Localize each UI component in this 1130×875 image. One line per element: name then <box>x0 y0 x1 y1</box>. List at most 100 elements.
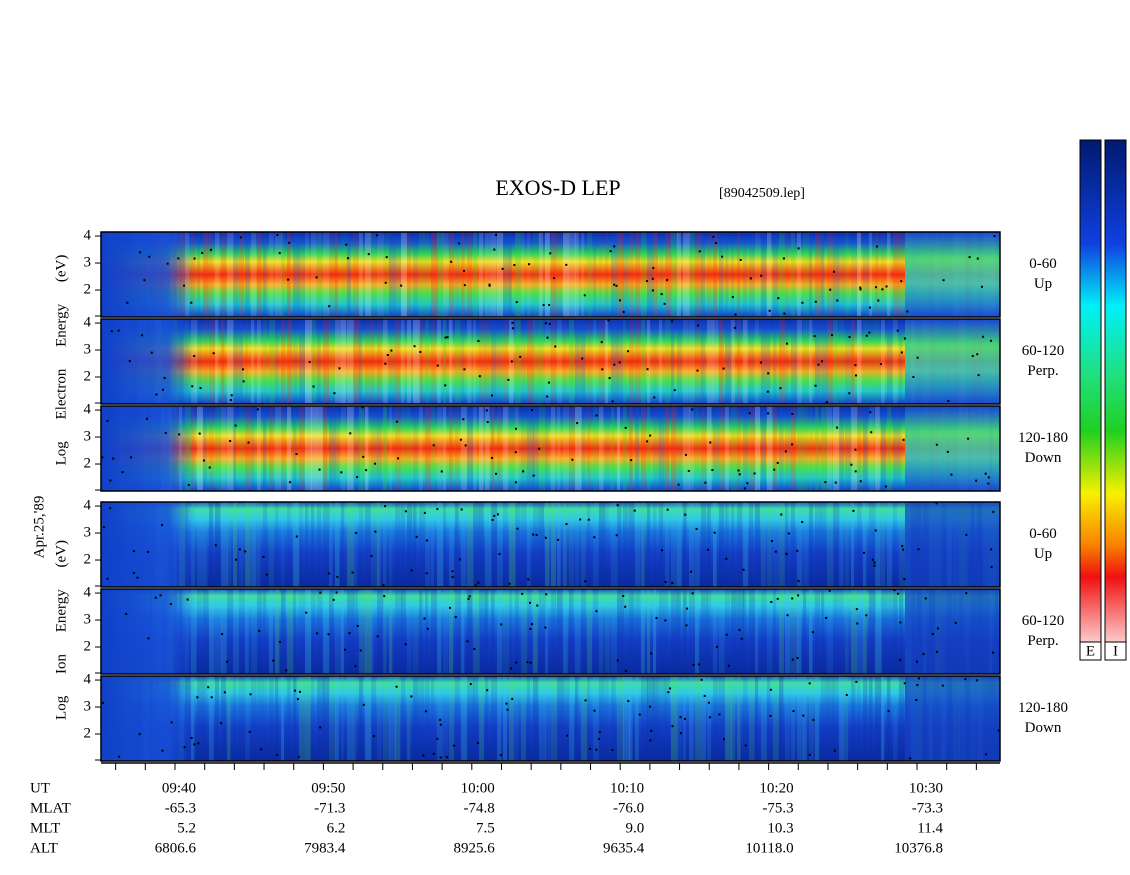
spectrogram-texture <box>425 589 429 674</box>
noise <box>516 527 519 530</box>
noise <box>249 693 252 696</box>
spectrogram-texture <box>659 502 664 587</box>
noise <box>529 661 532 664</box>
spectrogram-texture <box>599 319 605 404</box>
spectrogram-texture <box>275 676 279 761</box>
noise <box>686 607 689 610</box>
noise <box>916 684 919 687</box>
spectrogram-texture <box>839 232 846 317</box>
noise <box>977 374 980 377</box>
noise <box>139 251 142 254</box>
colorbar-label: I <box>1113 643 1118 659</box>
noise <box>679 716 682 719</box>
spectrogram-texture <box>365 589 372 674</box>
spectrogram-texture <box>401 589 406 674</box>
spectrogram-texture <box>713 676 719 761</box>
spectrogram-texture <box>545 232 550 317</box>
spectrogram-texture <box>587 589 593 674</box>
noise <box>808 753 811 756</box>
spectrogram-texture <box>899 319 903 404</box>
noise <box>526 661 529 664</box>
spectrogram-texture <box>239 406 245 491</box>
spectrogram-texture <box>227 319 234 404</box>
spectrogram-texture <box>893 676 898 761</box>
panel-frame <box>100 318 1001 405</box>
noise <box>424 710 427 713</box>
spectrogram-texture <box>683 406 690 491</box>
spectrogram-texture <box>851 589 858 674</box>
spectrogram-texture <box>881 502 885 587</box>
table-cell: 9635.4 <box>603 840 645 856</box>
noise <box>193 743 196 746</box>
spectrogram-texture <box>341 676 345 761</box>
spectrogram-texture <box>899 589 904 674</box>
noise <box>769 714 772 717</box>
spectrogram-texture <box>389 589 393 674</box>
spectrogram-texture <box>809 502 814 587</box>
noise <box>660 293 663 296</box>
noise <box>833 749 836 752</box>
spectrogram-texture <box>785 676 791 761</box>
noise <box>909 757 912 760</box>
noise <box>439 718 442 721</box>
spectrogram-texture <box>623 502 629 587</box>
noise <box>201 251 204 254</box>
spectrogram-texture <box>557 319 562 404</box>
noise <box>546 395 549 398</box>
spectrogram-texture <box>863 502 867 587</box>
noise <box>836 299 839 302</box>
noise <box>425 572 428 575</box>
y-tick-label: 2 <box>84 638 92 654</box>
table-cell: 10:20 <box>759 780 793 796</box>
spectrogram-texture <box>245 502 251 587</box>
spectrogram-texture <box>371 319 375 404</box>
spectrogram-texture <box>515 319 521 404</box>
noise <box>384 505 387 508</box>
noise <box>549 252 552 255</box>
noise <box>916 356 919 359</box>
noise <box>975 679 978 682</box>
spectrogram-texture <box>677 406 683 491</box>
spectrogram-area <box>100 231 1001 762</box>
spectrogram-texture <box>221 232 227 317</box>
spectrogram-texture <box>209 319 216 404</box>
colorbar-label-box <box>1079 641 1102 661</box>
spectrogram-texture <box>275 319 279 404</box>
spectrogram-texture <box>281 589 286 674</box>
spectrogram-texture <box>833 232 840 317</box>
noise <box>511 321 514 324</box>
spectrogram-texture <box>533 406 539 491</box>
spectrogram-texture <box>407 676 411 761</box>
spectrogram-texture <box>365 232 372 317</box>
spectrogram-texture <box>755 232 761 317</box>
spectrogram-texture <box>893 589 898 674</box>
noise <box>548 322 551 325</box>
table-cell: 11.4 <box>917 820 943 836</box>
noise <box>147 637 150 640</box>
noise <box>285 669 288 672</box>
spectrogram <box>101 406 1000 491</box>
spectrogram-texture <box>419 232 425 317</box>
spectrogram-texture <box>521 589 528 674</box>
noise <box>349 432 352 435</box>
noise <box>975 479 978 482</box>
spectrogram-texture <box>329 319 335 404</box>
noise <box>947 399 950 402</box>
row-label: UT <box>30 780 50 796</box>
spectrogram-texture <box>509 589 513 674</box>
noise <box>922 652 925 655</box>
y-tick-label: 4 <box>84 401 92 417</box>
spectrogram-texture <box>887 406 892 491</box>
spectrogram-texture <box>311 232 317 317</box>
noise <box>370 555 373 558</box>
spectrogram-texture <box>743 406 749 491</box>
noise <box>900 280 903 283</box>
spectrogram-texture <box>581 406 586 491</box>
spectrogram-texture <box>605 589 610 674</box>
noise <box>346 257 349 260</box>
spectrogram-texture <box>731 319 736 404</box>
spectrogram-texture <box>551 406 556 491</box>
spectrogram-texture <box>497 502 503 587</box>
spectrogram-texture <box>443 502 447 587</box>
